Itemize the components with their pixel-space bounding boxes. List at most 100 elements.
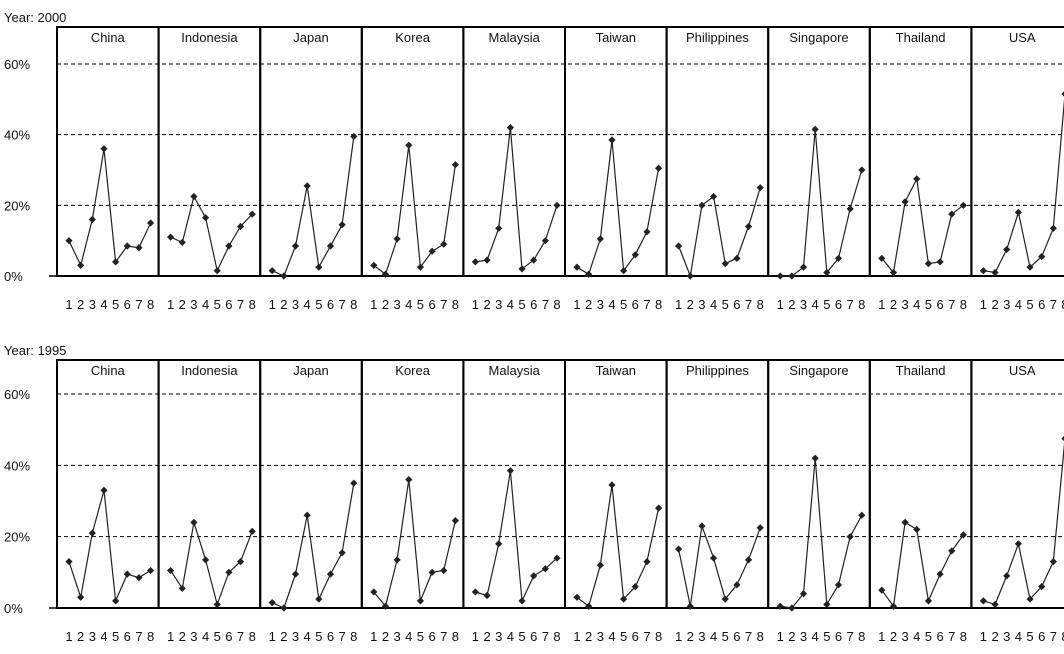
x-tick-label: 4 — [100, 297, 107, 312]
data-point — [799, 263, 808, 271]
data-point — [225, 568, 233, 576]
x-tick-label: 3 — [1003, 297, 1010, 312]
x-tick-label: 4 — [405, 297, 412, 312]
data-point — [744, 556, 753, 564]
x-tick-label: 7 — [440, 297, 447, 312]
x-tick-label: 7 — [135, 629, 142, 644]
x-tick-label: 1 — [878, 629, 885, 644]
x-tick-label: 8 — [452, 629, 459, 644]
data-point — [167, 233, 175, 241]
panel-title: Taiwan — [596, 30, 636, 45]
x-tick-label: 8 — [553, 297, 560, 312]
chart-title: Year: 2000 — [4, 10, 66, 25]
data-point — [776, 272, 784, 280]
x-tick-label: 7 — [745, 297, 752, 312]
panel-frame — [564, 26, 668, 277]
panel-title: USA — [1009, 363, 1036, 378]
data-point — [248, 210, 256, 218]
panel-frame — [970, 26, 1064, 277]
x-tick-label: 5 — [1026, 629, 1033, 644]
data-point — [913, 175, 921, 183]
data-point — [338, 221, 346, 229]
data-point — [495, 224, 503, 232]
panel-title: Japan — [293, 363, 328, 378]
series-line — [881, 521, 964, 608]
data-point — [901, 518, 909, 526]
data-point — [924, 597, 933, 605]
x-tick-label: 3 — [393, 629, 400, 644]
x-tick-label: 5 — [315, 629, 322, 644]
panel-title: Taiwan — [596, 363, 636, 378]
x-tick-label: 2 — [77, 297, 84, 312]
x-tick-label: 6 — [936, 297, 943, 312]
x-tick-label: 7 — [643, 629, 650, 644]
data-point — [350, 479, 358, 487]
panel-title: Thailand — [896, 363, 946, 378]
data-point — [596, 235, 604, 243]
x-tick-label: 3 — [597, 629, 604, 644]
series-line — [271, 483, 355, 609]
x-tick-label: 6 — [835, 629, 842, 644]
x-tick-label: 5 — [417, 629, 424, 644]
data-point — [405, 141, 413, 149]
panel: China 1 2 3 4 5 6 7 8 — [56, 26, 160, 312]
x-tick-label: 5 — [620, 629, 627, 644]
data-point — [846, 205, 854, 213]
x-tick-label: 3 — [698, 629, 705, 644]
data-point — [280, 272, 288, 280]
x-tick-label: 1 — [878, 297, 885, 312]
series-line — [983, 98, 1064, 274]
data-point — [518, 597, 526, 605]
series-line — [373, 479, 456, 608]
data-point — [991, 600, 999, 609]
x-tick-label: 7 — [339, 629, 346, 644]
x-tick-label: 1 — [269, 297, 276, 312]
data-point — [303, 511, 311, 519]
x-tick-label: 1 — [269, 629, 276, 644]
data-point — [913, 525, 921, 534]
panel: Thailand 1 2 3 4 5 6 7 8 — [868, 26, 973, 312]
x-tick-label: 1 — [472, 629, 479, 644]
data-point — [878, 254, 886, 262]
data-point — [1014, 540, 1022, 548]
data-point — [721, 595, 729, 603]
x-tick-label: 3 — [698, 297, 705, 312]
panel: Taiwan 1 2 3 4 5 6 7 8 — [564, 26, 668, 312]
data-point — [123, 242, 131, 250]
x-tick-label: 7 — [542, 629, 549, 644]
x-tick-label: 3 — [495, 297, 502, 312]
panel-title: Singapore — [789, 363, 848, 378]
data-point — [135, 244, 143, 252]
x-tick-label: 6 — [225, 297, 232, 312]
panel-title: Malaysia — [489, 30, 541, 45]
x-tick-label: 8 — [452, 297, 459, 312]
data-point — [541, 565, 549, 573]
x-tick-label: 2 — [687, 629, 694, 644]
data-point — [948, 210, 956, 218]
x-tick-label: 5 — [925, 297, 932, 312]
x-tick-label: 5 — [1026, 297, 1033, 312]
series-line — [68, 490, 151, 604]
data-point — [506, 467, 514, 475]
x-tick-label: 2 — [382, 629, 389, 644]
data-point — [959, 531, 967, 539]
panel-title: Indonesia — [181, 30, 238, 45]
panel: Indonesia 1 2 3 4 5 6 7 8 — [157, 359, 262, 644]
data-point — [1014, 208, 1022, 216]
x-tick-label: 2 — [483, 629, 490, 644]
x-tick-label: 8 — [147, 297, 154, 312]
data-point — [1049, 558, 1057, 566]
chart-title: Year: 1995 — [4, 343, 66, 358]
x-tick-label: 6 — [327, 629, 334, 644]
data-point — [77, 593, 85, 601]
panel-frame — [259, 359, 363, 609]
data-point — [190, 192, 198, 201]
x-tick-label: 3 — [292, 297, 299, 312]
x-tick-label: 6 — [936, 629, 943, 644]
data-point — [236, 222, 245, 231]
data-point — [959, 201, 967, 209]
data-point — [799, 590, 808, 598]
series-line — [170, 522, 253, 607]
